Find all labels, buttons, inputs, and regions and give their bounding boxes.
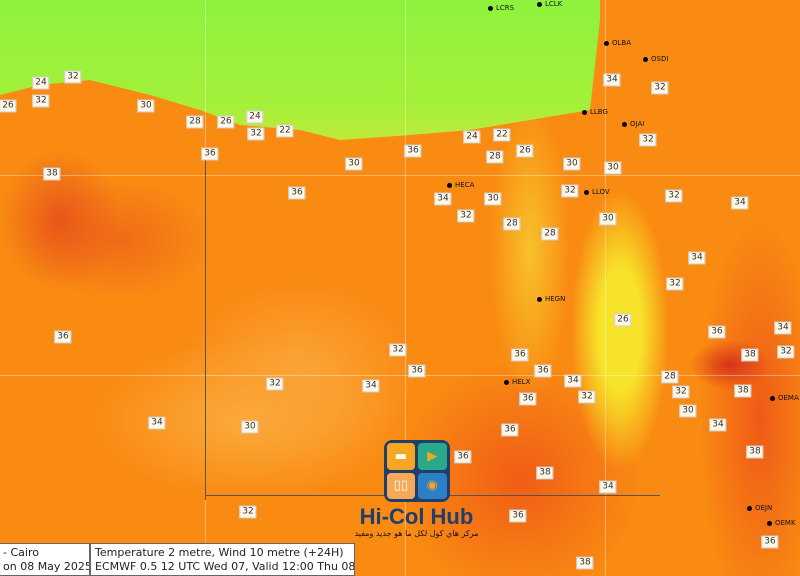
temperature-label: 34 [148, 416, 166, 430]
temperature-label: 30 [563, 157, 581, 171]
camera-icon: ◉ [418, 472, 447, 499]
temperature-label: 30 [345, 157, 363, 171]
temperature-label: 36 [288, 186, 306, 200]
temperature-label: 32 [266, 377, 284, 391]
temperature-label: 24 [463, 130, 481, 144]
temperature-label: 38 [536, 466, 554, 480]
temperature-label: 28 [503, 217, 521, 231]
temperature-label: 36 [408, 364, 426, 378]
temperature-label: 34 [731, 196, 749, 210]
temperature-label: 38 [576, 556, 594, 570]
title-caption: Temperature 2 metre, Wind 10 metre (+24H… [90, 543, 355, 576]
temperature-label: 36 [501, 423, 519, 437]
temperature-label: 32 [672, 385, 690, 399]
temperature-label: 32 [389, 343, 407, 357]
title-line: Temperature 2 metre, Wind 10 metre (+24H… [95, 546, 344, 559]
temperature-label: 36 [708, 325, 726, 339]
book-icon: ▯▯ [386, 472, 415, 499]
temperature-label: 36 [761, 535, 779, 549]
city-marker: LCLK [537, 0, 562, 8]
temperature-label: 34 [603, 73, 621, 87]
temperature-label: 32 [239, 505, 257, 519]
temperature-label: 32 [64, 70, 82, 84]
city-marker: OEMK [767, 519, 796, 527]
city-marker: OJAI [622, 120, 644, 128]
city-marker: HEGN [537, 295, 565, 303]
watermark-logo: ▬ ▶ ▯▯ ◉ Hi-Col Hub مركز هاي كول لكل ما … [334, 440, 499, 542]
temperature-label: 32 [665, 189, 683, 203]
temperature-label: 36 [454, 450, 472, 464]
city-marker: OLBA [604, 39, 631, 47]
temperature-label: 34 [564, 374, 582, 388]
temperature-label: 22 [276, 124, 294, 138]
grid-line [0, 175, 800, 176]
city-marker: OEJN [747, 504, 772, 512]
location-line: - Cairo [3, 546, 39, 559]
temperature-label: 36 [534, 364, 552, 378]
temperature-label: 26 [0, 99, 17, 113]
temperature-label: 34 [774, 321, 792, 335]
grid-line [605, 0, 606, 576]
temperature-label: 36 [201, 147, 219, 161]
location-caption: - Cairo on 08 May 2025 [0, 543, 90, 576]
temperature-label: 26 [614, 313, 632, 327]
temperature-label: 32 [639, 133, 657, 147]
temperature-label: 36 [404, 144, 422, 158]
city-marker: LLBG [582, 108, 608, 116]
border-line [205, 160, 206, 500]
chat-icon: ▬ [386, 443, 415, 470]
temperature-label: 34 [434, 192, 452, 206]
temperature-label: 28 [486, 150, 504, 164]
temperature-label: 26 [516, 144, 534, 158]
temperature-label: 32 [457, 209, 475, 223]
temperature-label: 32 [561, 184, 579, 198]
city-marker: HELX [504, 378, 530, 386]
temperature-label: 34 [599, 480, 617, 494]
temperature-label: 38 [734, 384, 752, 398]
temperature-label: 36 [519, 392, 537, 406]
temperature-label: 28 [186, 115, 204, 129]
temperature-label: 30 [599, 212, 617, 226]
temperature-label: 30 [241, 420, 259, 434]
temperature-label: 32 [777, 345, 795, 359]
city-marker: LCRS [488, 4, 514, 12]
temperature-label: 32 [578, 390, 596, 404]
brand-name: Hi-Col Hub [359, 504, 474, 529]
temperature-label: 28 [541, 227, 559, 241]
temperature-label: 32 [32, 94, 50, 108]
temperature-label: 30 [679, 404, 697, 418]
temperature-label: 28 [661, 370, 679, 384]
temperature-label: 36 [511, 348, 529, 362]
grid-line [405, 0, 406, 576]
date-line: on 08 May 2025 [3, 560, 90, 573]
temperature-label: 30 [484, 192, 502, 206]
temperature-label: 34 [709, 418, 727, 432]
play-icon: ▶ [418, 443, 447, 470]
temperature-label: 32 [247, 127, 265, 141]
temperature-label: 24 [32, 76, 50, 90]
temperature-label: 34 [688, 251, 706, 265]
temperature-label: 34 [362, 379, 380, 393]
temperature-label: 32 [651, 81, 669, 95]
temperature-label: 36 [509, 509, 527, 523]
temperature-label: 38 [43, 167, 61, 181]
grid-line [0, 375, 800, 376]
city-marker: HECA [447, 181, 474, 189]
model-line: ECMWF 0.5 12 UTC Wed 07, Valid 12:00 Thu… [95, 560, 355, 573]
mediterranean-sea-area [0, 0, 600, 140]
temperature-label: 36 [54, 330, 72, 344]
temperature-label: 26 [217, 115, 235, 129]
temperature-label: 30 [604, 161, 622, 175]
temperature-label: 30 [137, 99, 155, 113]
temperature-label: 24 [246, 110, 264, 124]
city-marker: LLOV [584, 188, 610, 196]
temperature-label: 38 [741, 348, 759, 362]
brand-tagline: مركز هاي كول لكل ما هو جديد ومفيد [354, 529, 479, 538]
temperature-label: 22 [493, 128, 511, 142]
logo-tiles: ▬ ▶ ▯▯ ◉ [383, 440, 450, 502]
city-marker: OEMA [770, 394, 799, 402]
temperature-label: 38 [746, 445, 764, 459]
city-marker: OSDI [643, 55, 668, 63]
temperature-label: 32 [666, 277, 684, 291]
